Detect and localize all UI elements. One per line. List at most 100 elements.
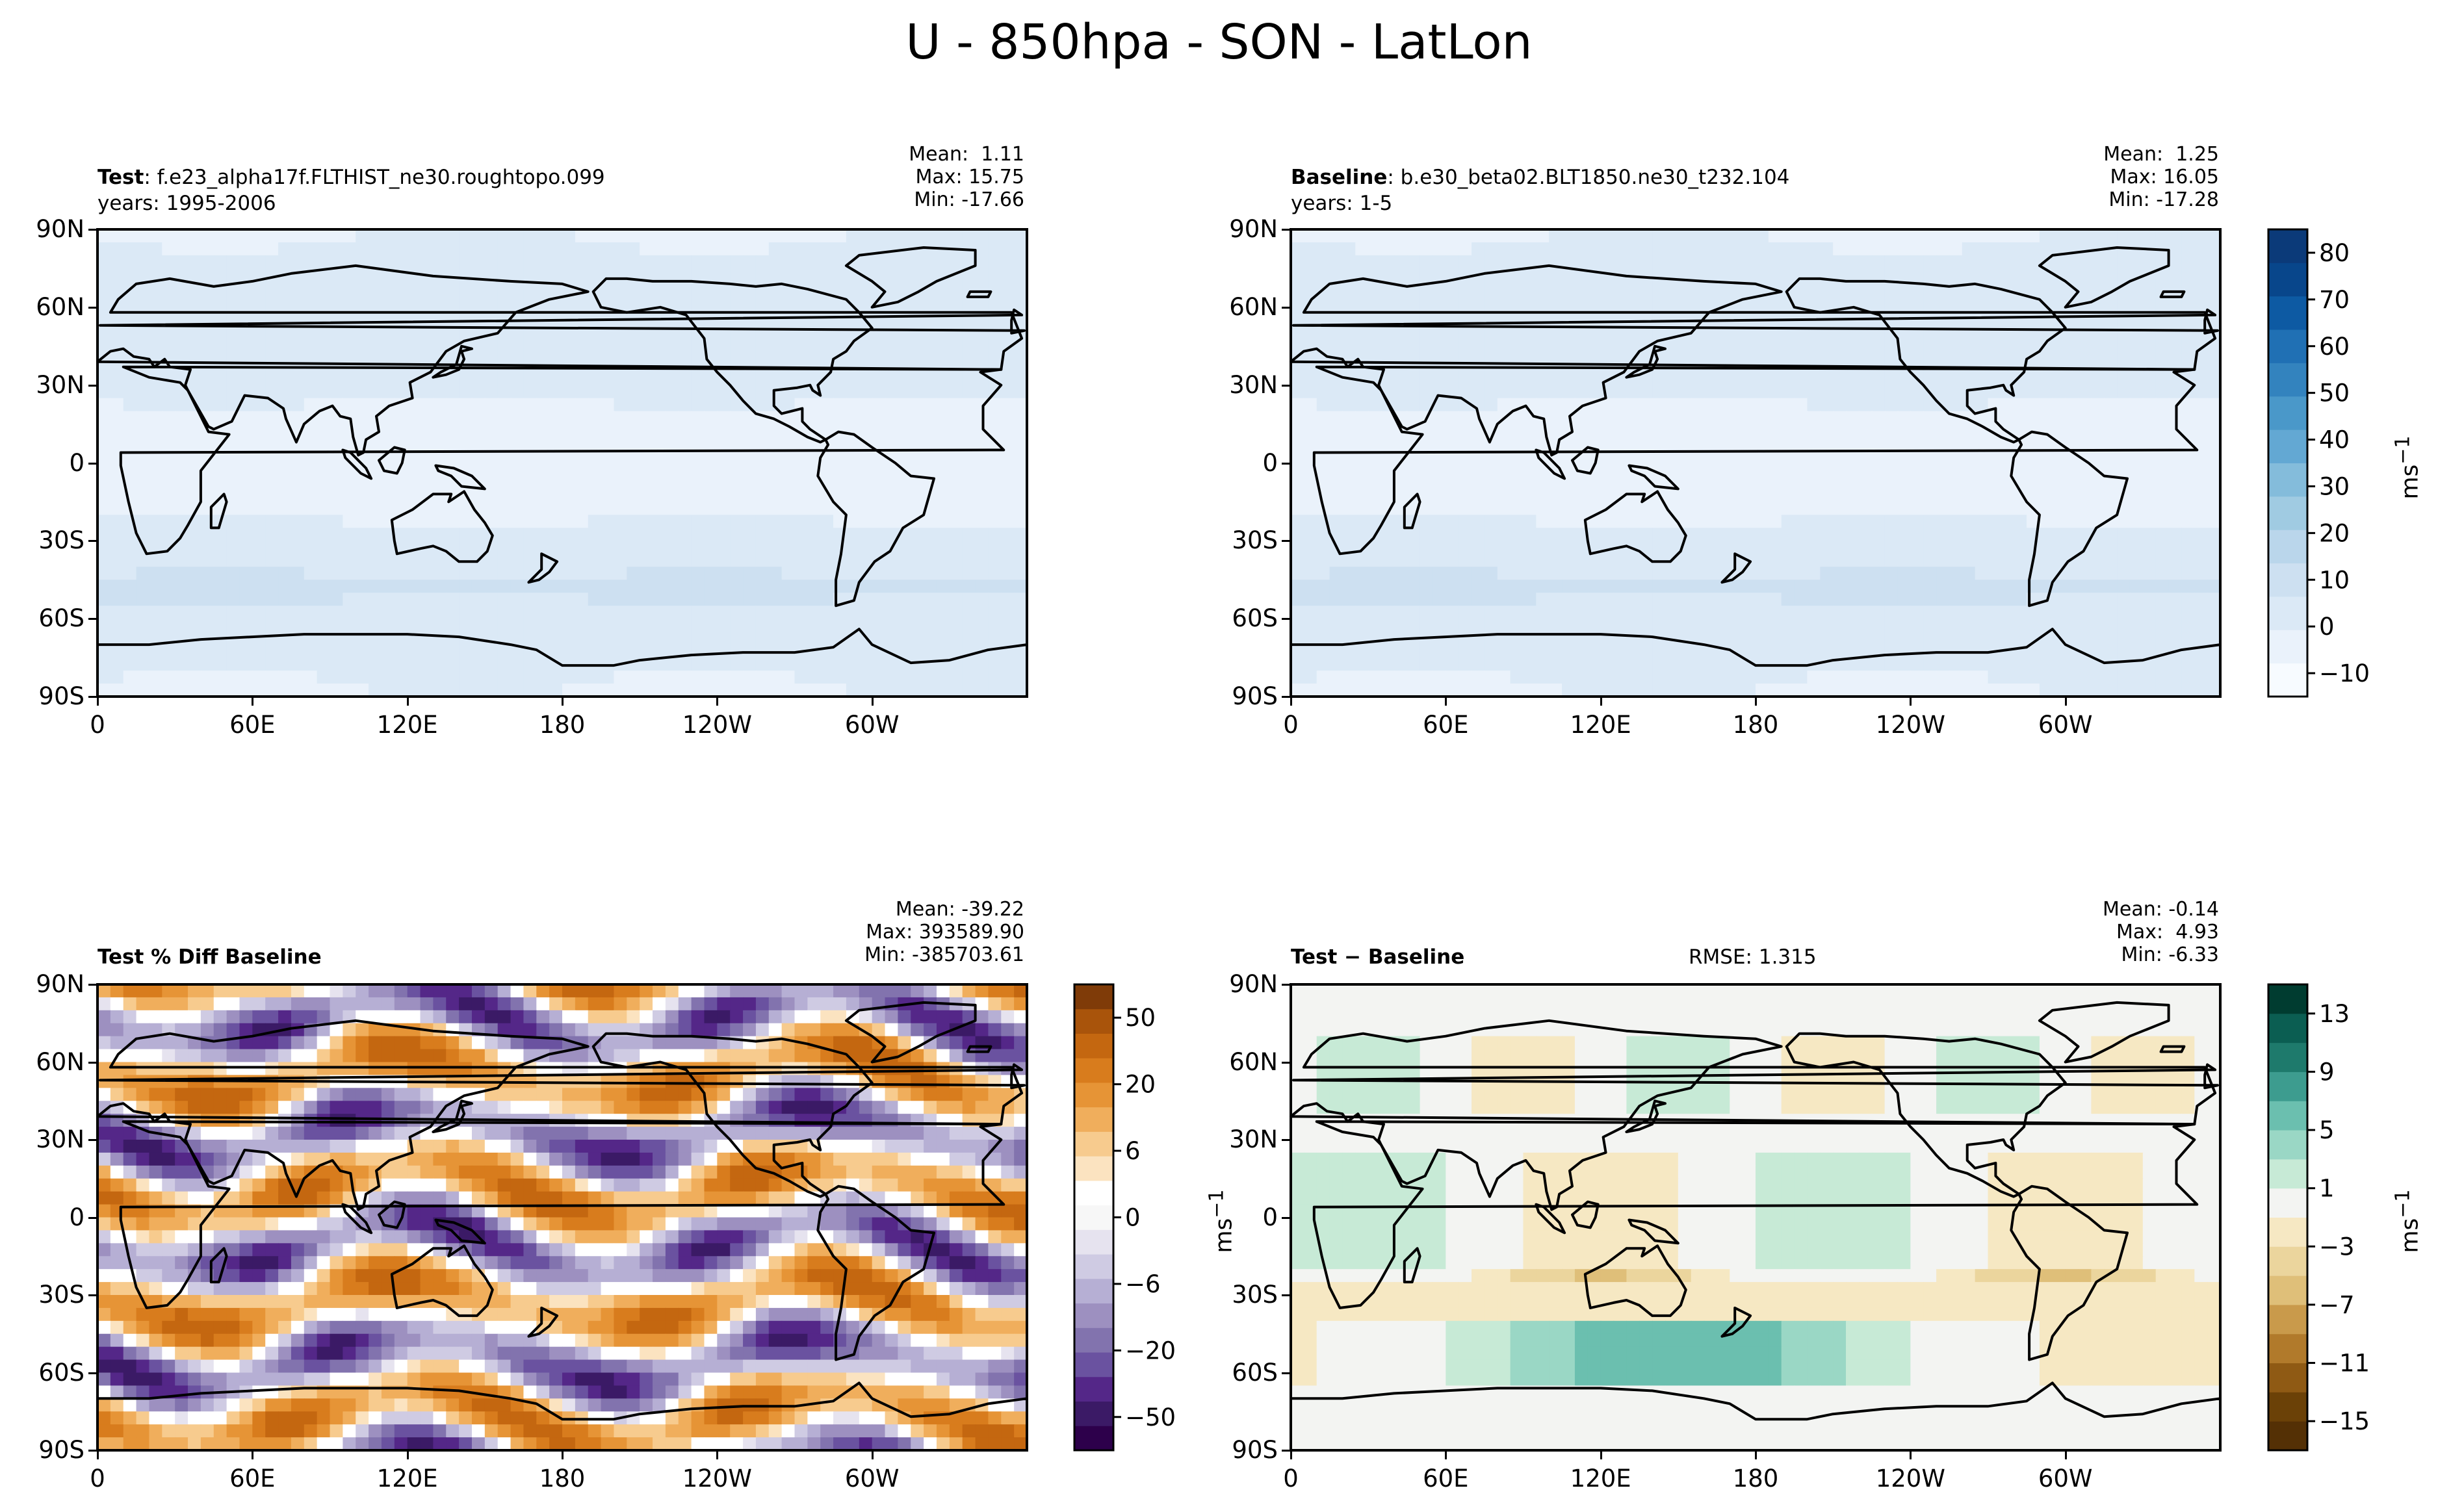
heatmap-cell — [291, 645, 305, 658]
heatmap-cell — [1355, 463, 1369, 477]
heatmap-cell — [1316, 242, 1330, 256]
heatmap-cell — [1600, 333, 1615, 347]
baseline-mean: Mean: 1.25 — [2103, 143, 2219, 166]
heatmap-cell — [1756, 593, 1769, 606]
coastline-nz — [527, 552, 559, 584]
heatmap-cell — [691, 372, 705, 386]
heatmap-cell — [1652, 502, 1666, 515]
heatmap-cell — [356, 502, 369, 515]
heatmap-cell — [717, 580, 731, 593]
heatmap-cell — [1704, 346, 1718, 360]
heatmap-cell — [1484, 606, 1498, 619]
heatmap-cell — [549, 372, 563, 386]
heatmap-cell — [1613, 502, 1627, 515]
heatmap-cell — [213, 229, 227, 243]
heatmap-cell — [1743, 489, 1756, 503]
heatmap-cell — [859, 359, 873, 373]
heatmap-cell — [252, 385, 266, 399]
heatmap-cell — [1459, 281, 1472, 295]
heatmap-cell — [369, 658, 382, 671]
heatmap-cell — [381, 437, 395, 451]
heatmap-cell — [781, 606, 796, 619]
heatmap-cell — [2104, 502, 2118, 515]
heatmap-cell — [975, 528, 989, 541]
heatmap-cell — [1807, 476, 1821, 490]
heatmap-cell — [497, 333, 512, 347]
heatmap-cell — [356, 385, 369, 399]
heatmap-cell — [1613, 437, 1627, 451]
heatmap-cell — [678, 242, 692, 256]
heatmap-cell — [1846, 333, 1860, 347]
heatmap-cell — [588, 554, 602, 567]
heatmap-cell — [704, 372, 718, 386]
heatmap-cell — [2155, 567, 2170, 580]
heatmap-cell — [1355, 515, 1369, 528]
heatmap-cell — [407, 281, 421, 295]
heatmap-cell — [1794, 242, 1808, 256]
heatmap-cell — [1949, 515, 1963, 528]
heatmap-cell — [1446, 463, 1459, 477]
heatmap-cell — [123, 593, 137, 606]
heatmap-cell — [704, 580, 718, 593]
heatmap-cell — [446, 684, 460, 697]
heatmap-cell — [2207, 268, 2221, 282]
heatmap-cell — [1678, 593, 1692, 606]
heatmap-cell — [110, 502, 124, 515]
heatmap-cell — [200, 528, 214, 541]
heatmap-cell — [2078, 229, 2092, 243]
heatmap-cell — [1523, 242, 1537, 256]
heatmap-cell — [833, 489, 847, 503]
heatmap-cell — [433, 437, 447, 451]
heatmap-cell — [601, 385, 615, 399]
heatmap-cell — [1962, 476, 1976, 490]
heatmap-cell — [794, 671, 808, 684]
heatmap-cell — [1730, 372, 1743, 386]
heatmap-cell — [330, 242, 343, 256]
heatmap-cell — [1291, 281, 1304, 295]
heatmap-cell — [743, 294, 757, 308]
heatmap-cell — [136, 645, 150, 658]
heatmap-cell — [924, 632, 937, 645]
heatmap-cell — [1562, 463, 1576, 477]
heatmap-cell — [936, 424, 950, 438]
heatmap-cell — [936, 229, 950, 243]
heatmap-cell — [1794, 320, 1808, 334]
heatmap-cell — [484, 489, 499, 503]
heatmap-cell — [369, 567, 382, 580]
heatmap-cell — [1665, 398, 1679, 412]
heatmap-cell — [497, 398, 512, 412]
heatmap-cell — [1291, 411, 1304, 425]
heatmap-cell — [781, 619, 796, 632]
heatmap-cell — [872, 411, 886, 425]
heatmap-cell — [175, 398, 188, 412]
heatmap-cell — [1549, 307, 1563, 321]
heatmap-cell — [2039, 437, 2053, 451]
heatmap-cell — [794, 229, 808, 243]
heatmap-cell — [2039, 593, 2053, 606]
heatmap-cell — [562, 593, 576, 606]
heatmap-cell — [2117, 632, 2131, 645]
heatmap-cell — [510, 671, 525, 684]
heatmap-cell — [2168, 450, 2183, 464]
heatmap-cell — [1472, 437, 1485, 451]
heatmap-cell — [1291, 528, 1304, 541]
heatmap-cell — [1988, 593, 2001, 606]
heatmap-cell — [200, 580, 214, 593]
heatmap-cell — [665, 268, 679, 282]
heatmap-cell — [265, 489, 279, 503]
heatmap-cell — [885, 580, 898, 593]
heatmap-cell — [975, 658, 989, 671]
heatmap-cell — [97, 229, 111, 243]
heatmap-cell — [1291, 372, 1304, 386]
heatmap-cell — [471, 229, 486, 243]
heatmap-cell — [665, 242, 679, 256]
heatmap-cell — [1329, 463, 1343, 477]
heatmap-cell — [110, 528, 124, 541]
heatmap-cell — [911, 476, 924, 490]
heatmap-cell — [1639, 255, 1653, 269]
heatmap-cell — [614, 528, 627, 541]
heatmap-cell — [898, 255, 911, 269]
heatmap-cell — [200, 294, 214, 308]
heatmap-cell — [97, 632, 111, 645]
heatmap-cell — [471, 593, 486, 606]
